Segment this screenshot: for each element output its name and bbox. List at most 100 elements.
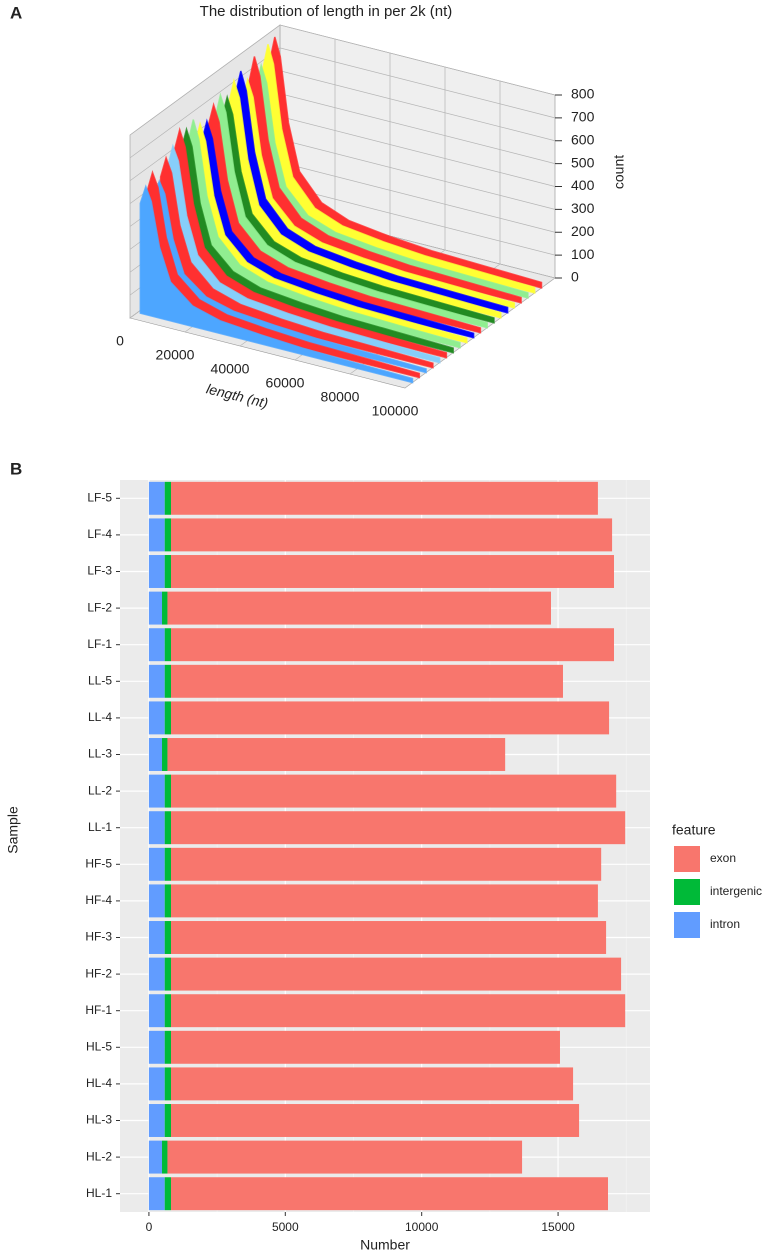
bar-segment <box>171 994 626 1028</box>
bar-segment <box>162 738 168 771</box>
series-area <box>146 169 421 379</box>
bar-segment <box>164 774 172 808</box>
y-tick-label: LF-2 <box>87 600 112 614</box>
bar-segment <box>171 1104 580 1137</box>
bar-segment <box>171 921 607 954</box>
y-tick-label: HL-5 <box>86 1039 112 1053</box>
bar-segment <box>162 1140 168 1174</box>
bar-segment <box>164 1030 172 1064</box>
bar-segment <box>148 664 165 698</box>
y-tick-label: LL-2 <box>88 783 112 797</box>
y-tick-label: HF-4 <box>85 893 112 907</box>
legend-key <box>674 912 700 938</box>
bar-segment <box>148 555 165 588</box>
bar-segment <box>148 481 165 515</box>
y-tick-label: HL-4 <box>86 1076 112 1090</box>
panel-label: B <box>10 459 22 478</box>
panel-label: A <box>10 3 22 22</box>
bar-segment <box>162 591 168 625</box>
bar-segment <box>148 628 165 662</box>
series-area <box>153 178 427 374</box>
bar-segment <box>148 774 165 808</box>
bar-segment <box>148 1177 165 1211</box>
y-tick-label: HF-5 <box>85 856 112 870</box>
y-axis-label: Sample <box>5 806 21 854</box>
bar-segment <box>171 701 610 735</box>
chart-title: The distribution of length in per 2k (nt… <box>200 3 453 20</box>
bar-segment <box>164 1177 172 1211</box>
y-tick-label: 100 <box>571 246 595 262</box>
x-tick-label: 0 <box>116 333 124 349</box>
bar-segment <box>148 738 163 771</box>
y-tick-label: 0 <box>571 269 579 285</box>
legend-key <box>674 879 700 905</box>
bar-segment <box>148 847 165 881</box>
y-tick-label: LF-3 <box>87 564 112 578</box>
x-tick-label: 5000 <box>272 1220 299 1234</box>
bar-segment <box>164 1067 172 1101</box>
bar-segment <box>148 811 165 845</box>
bar-segment <box>148 921 165 954</box>
bar-segment <box>164 1104 172 1137</box>
bar-segment <box>164 994 172 1028</box>
y-tick-label: 600 <box>571 131 595 147</box>
bar-segment <box>171 811 626 845</box>
y-tick-label: LL-3 <box>88 747 112 761</box>
legend-key <box>674 846 700 872</box>
y-tick-label: 700 <box>571 109 595 125</box>
legend-label: intron <box>710 917 740 931</box>
y-tick-label: LF-5 <box>87 490 112 504</box>
y-tick-label: HF-1 <box>85 1003 112 1017</box>
y-tick-label: HF-3 <box>85 930 112 944</box>
plot-background <box>120 480 650 1212</box>
series-area <box>139 184 414 384</box>
y-tick-label: 400 <box>571 177 595 193</box>
bar-segment <box>167 1140 523 1174</box>
y-tick-label: LF-4 <box>87 527 112 541</box>
legend-label: intergenic <box>710 884 762 898</box>
bar-segment <box>171 481 598 515</box>
bar-segment <box>148 1104 165 1137</box>
bar-segment <box>171 1067 574 1101</box>
x-tick-label: 15000 <box>541 1220 575 1234</box>
bar-segment <box>171 957 622 991</box>
bar-segment <box>148 591 163 625</box>
grid-line <box>129 24 556 136</box>
bar-segment <box>148 518 165 552</box>
y-axis-label: count <box>611 155 627 189</box>
bar-segment <box>171 555 614 588</box>
x-axis-label: length (nt) <box>205 380 270 411</box>
y-tick-label: HL-3 <box>86 1113 112 1127</box>
bar-segment <box>171 518 613 552</box>
bar-segment <box>171 1177 608 1211</box>
bar-segment <box>167 591 551 625</box>
legend-label: exon <box>710 851 736 865</box>
x-tick-label: 20000 <box>156 347 195 363</box>
y-tick-label: 800 <box>571 86 595 102</box>
y-tick-label: 200 <box>571 223 595 239</box>
y-tick-label: HL-2 <box>86 1149 112 1163</box>
bar-segment <box>148 884 165 918</box>
bar-segment <box>148 994 165 1028</box>
bar-segment <box>171 774 617 808</box>
bar-segment <box>148 1140 163 1174</box>
y-tick-label: LF-1 <box>87 637 112 651</box>
y-tick-label: HL-1 <box>86 1186 112 1200</box>
bar-segment <box>164 847 172 881</box>
x-tick-label: 60000 <box>266 375 305 391</box>
y-tick-label: 300 <box>571 200 595 216</box>
y-tick-label: 500 <box>571 154 595 170</box>
bar-segment <box>148 1030 165 1064</box>
bar-segment <box>164 701 172 735</box>
bar-segment <box>171 628 614 662</box>
x-tick-label: 80000 <box>321 389 360 405</box>
bar-segment <box>164 811 172 845</box>
bar-segment <box>164 518 172 552</box>
bar-segment <box>148 957 165 991</box>
bar-segment <box>171 1030 560 1064</box>
bar-segment <box>164 481 172 515</box>
bar-segment <box>164 664 172 698</box>
x-tick-label: 10000 <box>405 1220 439 1234</box>
bar-segment <box>164 884 172 918</box>
